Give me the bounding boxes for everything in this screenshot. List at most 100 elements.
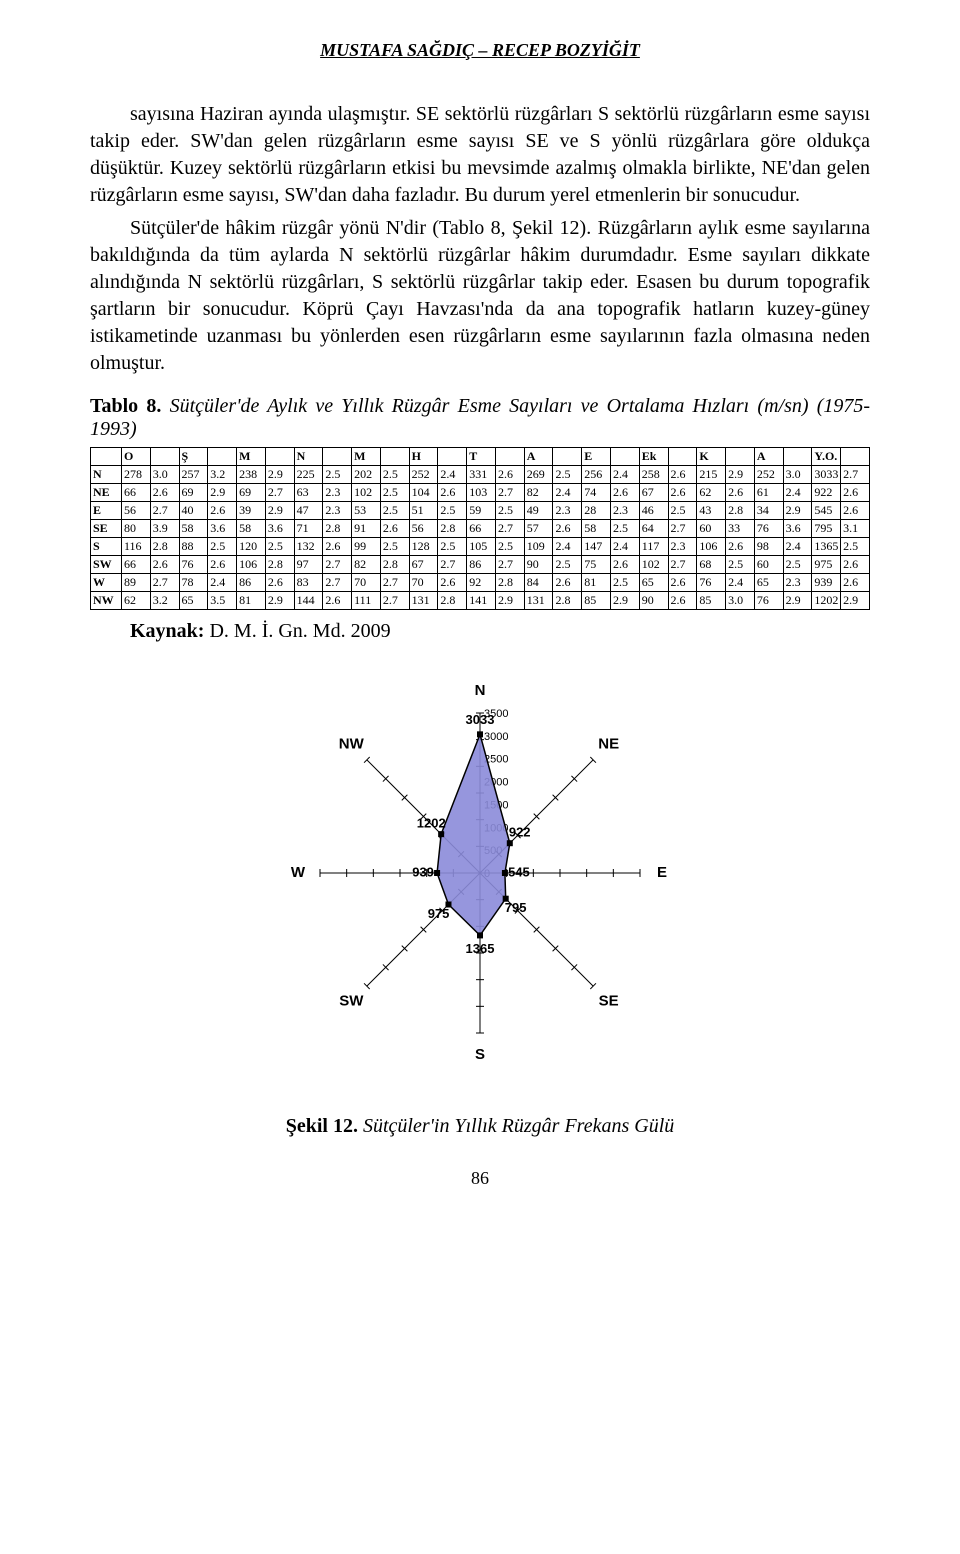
table-cell: 90 [524,556,553,574]
table-cell: 117 [639,538,668,556]
table-cell: 51 [409,502,438,520]
table-cell: 82 [352,556,381,574]
table-cell: 63 [294,484,323,502]
running-header: MUSTAFA SAĞDIÇ – RECEP BOZYİĞİT [90,40,870,61]
table-row: NW623.2653.5812.91442.61112.71312.81412.… [91,592,870,610]
table-cell: 2.6 [208,556,237,574]
table-header-cell [208,448,237,466]
table-cell: 922 [812,484,841,502]
table-cell: 81 [582,574,611,592]
table-cell: 76 [754,592,783,610]
table-cell: 65 [754,574,783,592]
body-text-block: sayısına Haziran ayında ulaşmıştır. SE s… [90,101,870,377]
table-cell: 131 [409,592,438,610]
table-cell: 106 [237,556,266,574]
table-cell: 3.1 [841,520,870,538]
svg-text:3033: 3033 [466,712,495,727]
table-cell: 2.5 [611,574,640,592]
table-cell: 70 [409,574,438,592]
table-cell: 2.6 [323,538,352,556]
table-row: SW662.6762.61062.8972.7822.8672.7862.790… [91,556,870,574]
svg-text:939: 939 [412,864,434,879]
table-cell: 131 [524,592,553,610]
svg-text:1365: 1365 [466,941,495,956]
table-cell: 3.6 [783,520,812,538]
table-cell: 47 [294,502,323,520]
table-cell: 3033 [812,466,841,484]
table-cell: 2.6 [668,574,697,592]
table-cell: 3.5 [208,592,237,610]
table-cell: 2.8 [323,520,352,538]
table-cell: 132 [294,538,323,556]
table-cell: 3.2 [208,466,237,484]
table-cell: 76 [697,574,726,592]
table-cell: 60 [697,520,726,538]
table-cell: 83 [294,574,323,592]
table-cell: 2.7 [150,574,179,592]
table-cell: 2.9 [841,592,870,610]
table-cell: 2.7 [495,484,524,502]
table-cell: 109 [524,538,553,556]
table-header-cell [553,448,582,466]
source-text: D. M. İ. Gn. Md. 2009 [204,620,390,642]
table-cell: 86 [467,556,496,574]
table-cell: 2.6 [150,484,179,502]
table-cell: 2.5 [380,538,409,556]
table-cell: 2.9 [495,592,524,610]
table-cell: 2.5 [553,466,582,484]
table-cell: 2.5 [380,502,409,520]
table-cell: 2.6 [150,556,179,574]
table-cell: 66 [467,520,496,538]
table-cell: 2.5 [380,466,409,484]
table-cell: 939 [812,574,841,592]
table-cell: 3.2 [150,592,179,610]
svg-text:E: E [657,864,667,881]
table-header-cell: T [467,448,496,466]
table-cell: 89 [122,574,151,592]
table-cell: 64 [639,520,668,538]
table-cell: 2.9 [783,592,812,610]
table-cell: 80 [122,520,151,538]
table-cell: 331 [467,466,496,484]
table-cell: 256 [582,466,611,484]
table-cell: 225 [294,466,323,484]
table-cell: N [91,466,122,484]
table-cell: 2.9 [265,592,294,610]
table-cell: 2.8 [495,574,524,592]
table-header-cell [438,448,467,466]
table-cell: 2.3 [553,502,582,520]
table-cell: 57 [524,520,553,538]
table-cell: 104 [409,484,438,502]
table-cell: 3.6 [208,520,237,538]
table-header-cell: A [524,448,553,466]
table-header-cell: E [582,448,611,466]
svg-text:545: 545 [508,864,530,879]
table-cell: 66 [122,484,151,502]
table-cell: 2.9 [265,466,294,484]
table-cell: 202 [352,466,381,484]
table-cell: 258 [639,466,668,484]
table-cell: 2.4 [208,574,237,592]
page-number: 86 [90,1168,870,1189]
table-cell: 120 [237,538,266,556]
table-header-cell [91,448,122,466]
svg-text:1202: 1202 [417,816,446,831]
table-cell: 1365 [812,538,841,556]
table-cell: 2.6 [841,556,870,574]
table-cell: 49 [524,502,553,520]
table-header-cell: O [122,448,151,466]
table-cell: 2.5 [495,538,524,556]
table-cell: 2.6 [726,484,755,502]
table-cell: 2.4 [611,538,640,556]
table-cell: 91 [352,520,381,538]
table-cell: 2.5 [265,538,294,556]
svg-text:922: 922 [509,825,531,840]
table-header-cell: N [294,448,323,466]
table-cell: 69 [237,484,266,502]
table-cell: 58 [179,520,208,538]
table-row: W892.7782.4862.6832.7702.7702.6922.8842.… [91,574,870,592]
table-cell: 43 [697,502,726,520]
table-cell: 1202 [812,592,841,610]
table-cell: 2.6 [553,520,582,538]
table-header-cell [668,448,697,466]
